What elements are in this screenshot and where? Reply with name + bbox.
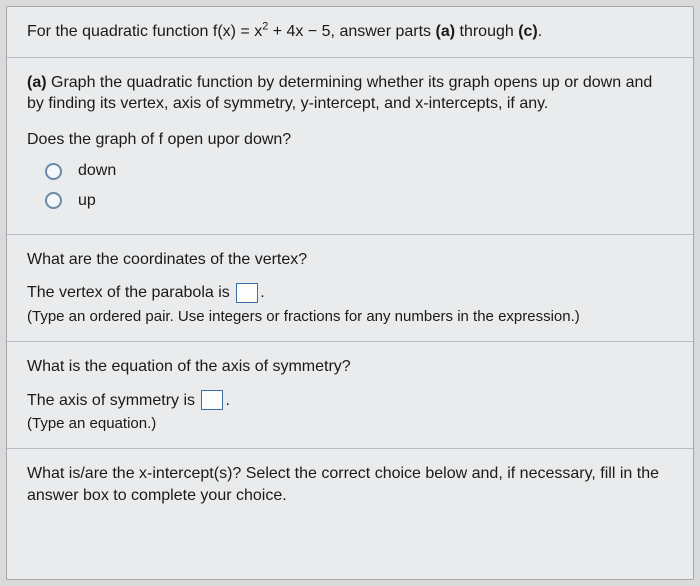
vertex-input[interactable] bbox=[236, 283, 258, 303]
q3-post: . bbox=[225, 392, 229, 409]
part-a-text: (a) Graph the quadratic function by dete… bbox=[27, 72, 673, 115]
intro-end: . bbox=[538, 23, 542, 40]
q3-pre: The axis of symmetry is bbox=[27, 392, 199, 409]
q2-post: . bbox=[260, 284, 264, 301]
axis-input[interactable] bbox=[201, 390, 223, 410]
part-a-section: (a) Graph the quadratic function by dete… bbox=[7, 58, 693, 235]
q1-cursor-word: or bbox=[225, 131, 239, 148]
intro-bold-a: (a) bbox=[435, 23, 455, 40]
question-card: For the quadratic function f(x) = x2 + 4… bbox=[6, 6, 694, 580]
q2-pre: The vertex of the parabola is bbox=[27, 284, 234, 301]
q1-radio-group: down up bbox=[27, 160, 673, 211]
q3-section: What is the equation of the axis of symm… bbox=[7, 342, 693, 449]
q1-post: down? bbox=[240, 131, 292, 148]
q1-pre: Does the graph of f open up bbox=[27, 131, 225, 148]
radio-option-down[interactable]: down bbox=[45, 160, 673, 182]
radio-option-up[interactable]: up bbox=[45, 190, 673, 212]
intro-text-2: + 4x − 5, answer parts bbox=[268, 23, 435, 40]
q2-prompt: What are the coordinates of the vertex? bbox=[27, 249, 673, 271]
q1-prompt: Does the graph of f open up or down? bbox=[27, 129, 673, 151]
q3-sentence: The axis of symmetry is . bbox=[27, 390, 673, 412]
radio-icon bbox=[45, 192, 62, 209]
intro-text-1: For the quadratic function f(x) = x bbox=[27, 23, 262, 40]
intro-section: For the quadratic function f(x) = x2 + 4… bbox=[7, 7, 693, 58]
radio-icon bbox=[45, 163, 62, 180]
q2-section: What are the coordinates of the vertex? … bbox=[7, 235, 693, 342]
part-a-label: (a) bbox=[27, 74, 47, 91]
q2-sentence: The vertex of the parabola is . bbox=[27, 282, 673, 304]
radio-label: down bbox=[78, 160, 116, 182]
intro-text-3: through bbox=[455, 23, 518, 40]
q3-prompt: What is the equation of the axis of symm… bbox=[27, 356, 673, 378]
intro-bold-c: (c) bbox=[518, 23, 538, 40]
q4-prompt: What is/are the x-intercept(s)? Select t… bbox=[27, 463, 673, 506]
part-a-body: Graph the quadratic function by determin… bbox=[27, 74, 652, 113]
q2-instruction: (Type an ordered pair. Use integers or f… bbox=[27, 307, 673, 327]
q4-section: What is/are the x-intercept(s)? Select t… bbox=[7, 449, 693, 520]
q3-instruction: (Type an equation.) bbox=[27, 414, 673, 434]
radio-label: up bbox=[78, 190, 96, 212]
